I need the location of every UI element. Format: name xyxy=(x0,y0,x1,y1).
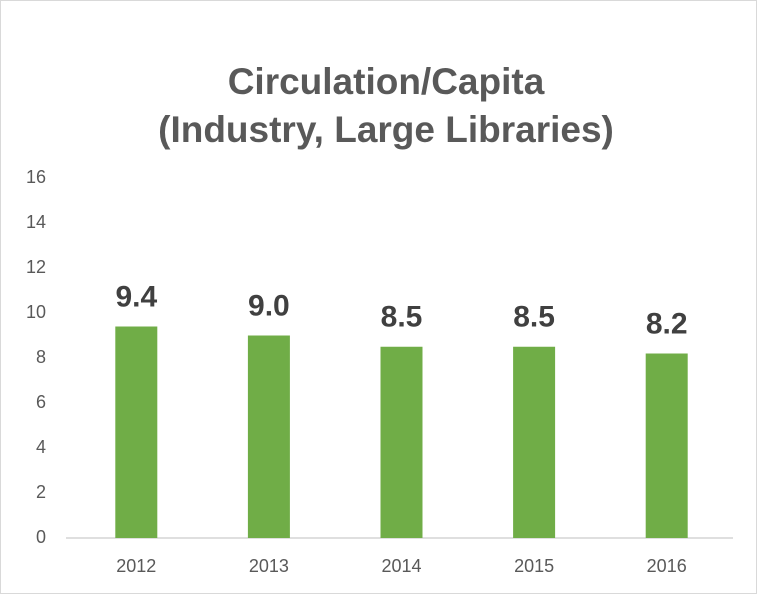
x-tick-label: 2012 xyxy=(116,556,156,576)
y-tick-label: 10 xyxy=(26,302,46,322)
chart-title: Circulation/Capita xyxy=(228,61,545,102)
y-tick-label: 2 xyxy=(36,482,46,502)
bar xyxy=(380,346,423,538)
y-tick-label: 14 xyxy=(26,212,46,232)
y-tick-label: 16 xyxy=(26,167,46,187)
x-tick-label: 2015 xyxy=(514,556,554,576)
bar xyxy=(247,335,290,538)
bar xyxy=(645,353,688,538)
chart-title: (Industry, Large Libraries) xyxy=(158,109,614,150)
value-label: 9.0 xyxy=(248,289,290,322)
y-tick-label: 0 xyxy=(36,527,46,547)
x-tick-label: 2013 xyxy=(249,556,289,576)
x-tick-label: 2014 xyxy=(381,556,421,576)
value-label: 8.5 xyxy=(513,301,555,334)
bar xyxy=(513,346,556,538)
value-label: 9.4 xyxy=(115,280,157,313)
y-tick-label: 12 xyxy=(26,257,46,277)
value-label: 8.5 xyxy=(381,301,423,334)
x-tick-label: 2016 xyxy=(647,556,687,576)
y-tick-label: 4 xyxy=(36,437,46,457)
bar xyxy=(115,326,158,538)
value-label: 8.2 xyxy=(646,307,688,340)
y-tick-label: 6 xyxy=(36,392,46,412)
y-tick-label: 8 xyxy=(36,347,46,367)
